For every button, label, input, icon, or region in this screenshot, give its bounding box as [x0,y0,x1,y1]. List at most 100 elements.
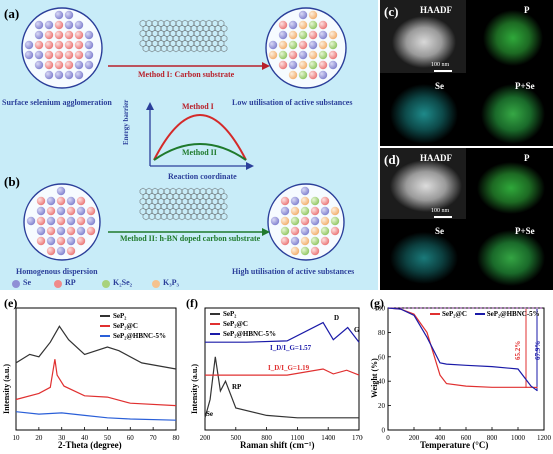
hex-cell [145,39,153,48]
x-tick-label: 200 [200,434,211,442]
hex-cell [160,212,168,221]
particle [330,226,340,236]
particle [320,196,330,206]
particle [36,196,46,206]
energy-xlabel: Reaction coordinate [168,172,237,181]
particle [290,216,300,226]
hex-cell [202,44,210,53]
particle [278,30,288,40]
x-tick-label: 1400 [321,434,336,442]
particle [280,216,290,226]
particle [310,196,320,206]
hex-cell [196,34,204,43]
x-tick-label: 800 [487,434,498,442]
hex-cell [217,39,225,48]
legend-k2se2-swatch [102,280,110,288]
particle [44,30,54,40]
hex-cell [220,212,228,221]
xrd-ylabel: Intensity (a.u.) [2,363,11,414]
hex-cell [211,197,219,206]
micro-c-pse-label: P+Se [515,81,535,91]
particle [300,216,310,226]
particle [56,186,66,196]
caption-a-left: Surface selenium agglomeration [2,98,112,107]
hex-cell [214,212,222,221]
y-tick-label: 0 [382,427,386,435]
particle [290,206,300,216]
panel-label-c: (c) [384,4,399,19]
particle [76,216,86,226]
raman-legend-item: SeP₂@HBNC-5% [210,330,276,340]
hex-cell [184,212,192,221]
particle [76,226,86,236]
hex-cell [193,29,201,38]
caption-b-left: Homogenous dispersion [16,267,98,276]
arrow-head-method-2 [262,228,270,236]
x-tick-label: 1000 [511,434,526,442]
caption-b-right: High utilisation of active substances [232,267,355,276]
particle [320,216,330,226]
hex-cell [178,192,186,201]
legend-se-label: Se [23,278,31,287]
hex-cell [139,207,147,216]
energy-ylabel: Energy barrier [122,99,130,145]
x-tick-label: 50 [104,434,112,442]
caption-a-right: Low utilisation of active substances [232,98,353,107]
particle [56,196,66,206]
hex-cell [157,39,165,48]
particle [54,20,64,30]
particle [280,236,290,246]
hex-cell [175,29,183,38]
tga-legend-item: SeP₂@HBNC-5% [474,310,540,318]
hex-cell [154,24,162,33]
hex-cell [142,202,150,211]
hex-cell [172,34,180,43]
particle [310,216,320,226]
hex-cell [211,207,219,216]
particle [66,206,76,216]
hex-cell [151,187,159,196]
particle [74,70,84,80]
hex-cell [175,207,183,216]
hex-cell [166,24,174,33]
hex-cell [172,212,180,221]
particle [288,60,298,70]
particle [24,50,34,60]
y-tick-label: 40 [378,378,386,386]
particle [298,70,308,80]
x-tick-label: 60 [127,434,135,442]
hex-cell [220,192,228,201]
hex-cell [184,192,192,201]
xrd-chart: 10 20 30 40 50 60 70 80 [13,307,180,442]
hex-cell [193,207,201,216]
raman-ylabel: Intensity (a.u.) [190,363,199,414]
particle [278,20,288,30]
particle [298,40,308,50]
hex-cell [214,44,222,53]
hex-cell [160,34,168,43]
hex-cell [139,39,147,48]
hex-cell [190,202,198,211]
particle [270,216,280,226]
particle [278,50,288,60]
hex-cell [169,187,177,196]
particle [298,50,308,60]
particle [318,70,328,80]
micro-d-haadf-tile [380,148,466,219]
hex-cell [196,44,204,53]
hex-cell [220,24,228,33]
hex-cell [199,187,207,196]
particle [318,30,328,40]
tga-series-sep2-hbnc [387,307,538,392]
x-tick-label: 20 [35,434,43,442]
hex-cell [220,34,228,43]
method-1-label: Method I: Carbon substrate [138,70,235,79]
hex-cell [193,39,201,48]
hex-cell [217,197,225,206]
particle [46,196,56,206]
particle [86,206,96,216]
hex-cell [202,192,210,201]
x-tick-label: 500 [231,434,242,442]
hex-cell [178,44,186,53]
particle [86,216,96,226]
